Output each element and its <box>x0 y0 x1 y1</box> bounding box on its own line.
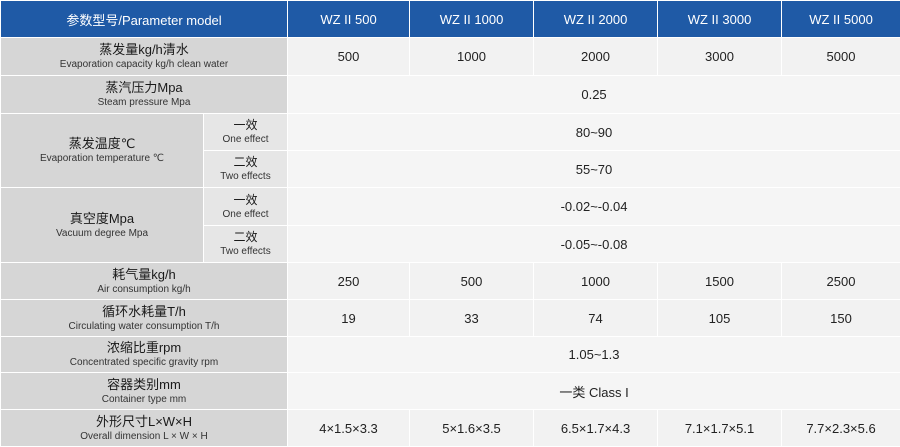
label-en: Evaporation temperature ℃ <box>1 152 203 165</box>
cell-value: 80~90 <box>288 114 900 151</box>
sublabel-zh: 二效 <box>204 230 287 245</box>
label-en: Circulating water consumption T/h <box>1 320 287 333</box>
header-param: 参数型号/Parameter model <box>1 1 288 38</box>
cell-value: 105 <box>658 300 782 337</box>
sublabel-en: Two effects <box>204 245 287 258</box>
label-zh: 蒸汽压力Mpa <box>1 80 287 96</box>
sublabel-en: One effect <box>204 208 287 221</box>
label-en: Concentrated specific gravity rpm <box>1 356 287 369</box>
label-zh: 蒸发量kg/h清水 <box>1 42 287 58</box>
cell-value: 55~70 <box>288 151 900 188</box>
sublabel-en: One effect <box>204 133 287 146</box>
cell-value: 6.5×1.7×4.3 <box>534 410 658 447</box>
row-gravity: 浓缩比重rpm Concentrated specific gravity rp… <box>1 337 900 373</box>
label-zh: 外形尺寸L×W×H <box>1 414 287 430</box>
sublabel-en: Two effects <box>204 170 287 183</box>
row-evap-temp-one: 蒸发温度℃ Evaporation temperature ℃ 一效 One e… <box>1 114 900 151</box>
row-air: 耗气量kg/h Air consumption kg/h 250 500 100… <box>1 263 900 300</box>
row-water: 循环水耗量T/h Circulating water consumption T… <box>1 300 900 337</box>
label-water: 循环水耗量T/h Circulating water consumption T… <box>1 300 288 337</box>
label-vacuum: 真空度Mpa Vacuum degree Mpa <box>1 188 204 263</box>
cell-value: 500 <box>288 38 410 76</box>
label-zh: 容器类别mm <box>1 377 287 393</box>
row-dimension: 外形尺寸L×W×H Overall dimension L × W × H 4×… <box>1 410 900 447</box>
cell-value: -0.05~-0.08 <box>288 226 900 263</box>
row-steam-pressure: 蒸汽压力Mpa Steam pressure Mpa 0.25 <box>1 76 900 114</box>
sublabel-zh: 一效 <box>204 193 287 208</box>
label-en: Overall dimension L × W × H <box>1 430 287 443</box>
cell-value: 19 <box>288 300 410 337</box>
cell-value: 7.1×1.7×5.1 <box>658 410 782 447</box>
label-en: Container type mm <box>1 393 287 406</box>
label-en: Steam pressure Mpa <box>1 96 287 109</box>
label-en: Evaporation capacity kg/h clean water <box>1 58 287 71</box>
sublabel-two-effects: 二效 Two effects <box>204 226 288 263</box>
header-model-1: WZ II 500 <box>288 1 410 38</box>
cell-value: 1000 <box>410 38 534 76</box>
sublabel-zh: 一效 <box>204 118 287 133</box>
label-steam-pressure: 蒸汽压力Mpa Steam pressure Mpa <box>1 76 288 114</box>
cell-value: 1500 <box>658 263 782 300</box>
header-model-5: WZ II 5000 <box>782 1 900 38</box>
header-model-4: WZ II 3000 <box>658 1 782 38</box>
label-zh: 循环水耗量T/h <box>1 304 287 320</box>
cell-value: 250 <box>288 263 410 300</box>
label-zh: 真空度Mpa <box>1 211 203 227</box>
sublabel-zh: 二效 <box>204 155 287 170</box>
cell-value: 150 <box>782 300 900 337</box>
cell-value: 3000 <box>658 38 782 76</box>
cell-value: 500 <box>410 263 534 300</box>
sublabel-two-effects: 二效 Two effects <box>204 151 288 188</box>
header-model-3: WZ II 2000 <box>534 1 658 38</box>
label-dimension: 外形尺寸L×W×H Overall dimension L × W × H <box>1 410 288 447</box>
cell-value: 0.25 <box>288 76 900 114</box>
cell-value: 1000 <box>534 263 658 300</box>
cell-value: 74 <box>534 300 658 337</box>
label-air: 耗气量kg/h Air consumption kg/h <box>1 263 288 300</box>
label-zh: 浓缩比重rpm <box>1 340 287 356</box>
header-model-2: WZ II 1000 <box>410 1 534 38</box>
cell-value: -0.02~-0.04 <box>288 188 900 226</box>
header-row: 参数型号/Parameter model WZ II 500 WZ II 100… <box>1 1 900 38</box>
cell-value: 5000 <box>782 38 900 76</box>
label-zh: 耗气量kg/h <box>1 267 287 283</box>
row-evap-capacity: 蒸发量kg/h清水 Evaporation capacity kg/h clea… <box>1 38 900 76</box>
cell-value: 2000 <box>534 38 658 76</box>
label-evap-temp: 蒸发温度℃ Evaporation temperature ℃ <box>1 114 204 188</box>
cell-value: 7.7×2.3×5.6 <box>782 410 900 447</box>
label-container: 容器类别mm Container type mm <box>1 373 288 410</box>
sublabel-one-effect: 一效 One effect <box>204 114 288 151</box>
cell-value: 一类 Class I <box>288 373 900 410</box>
cell-value: 1.05~1.3 <box>288 337 900 373</box>
cell-value: 5×1.6×3.5 <box>410 410 534 447</box>
sublabel-one-effect: 一效 One effect <box>204 188 288 226</box>
label-en: Vacuum degree Mpa <box>1 227 203 240</box>
label-zh: 蒸发温度℃ <box>1 136 203 152</box>
row-container: 容器类别mm Container type mm 一类 Class I <box>1 373 900 410</box>
label-en: Air consumption kg/h <box>1 283 287 296</box>
cell-value: 4×1.5×3.3 <box>288 410 410 447</box>
cell-value: 33 <box>410 300 534 337</box>
cell-value: 2500 <box>782 263 900 300</box>
row-vacuum-one: 真空度Mpa Vacuum degree Mpa 一效 One effect -… <box>1 188 900 226</box>
label-evap-capacity: 蒸发量kg/h清水 Evaporation capacity kg/h clea… <box>1 38 288 76</box>
label-gravity: 浓缩比重rpm Concentrated specific gravity rp… <box>1 337 288 373</box>
